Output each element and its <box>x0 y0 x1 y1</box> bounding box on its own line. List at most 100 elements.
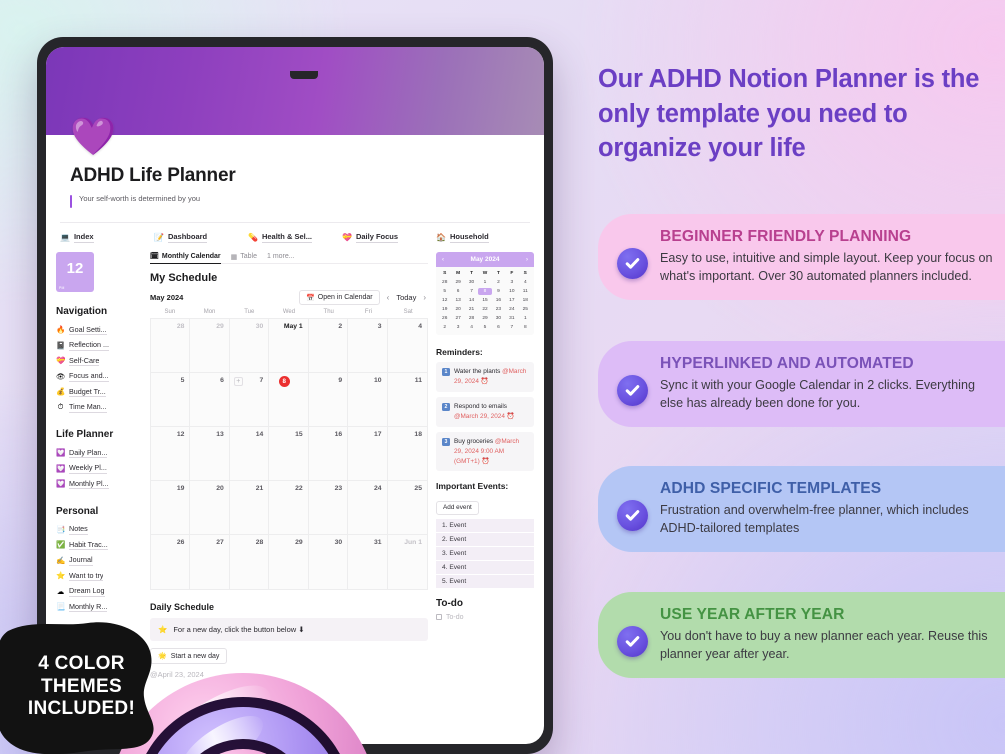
calendar-day-cell[interactable]: 3 <box>348 319 388 373</box>
calendar-day-cell[interactable]: 5 <box>151 373 191 427</box>
calendar-day-cell[interactable]: 23 <box>308 481 349 535</box>
top-link-household[interactable]: 🏠 Household <box>436 232 530 243</box>
mini-calendar-day[interactable]: 7 <box>510 325 514 330</box>
tab-table[interactable]: ▦ Table <box>231 253 257 264</box>
sidebar-item-time-management[interactable]: ⏱ Time Man... <box>56 400 142 416</box>
prev-month-icon[interactable]: ‹ <box>442 256 444 263</box>
calendar-day-cell[interactable]: 12 <box>151 427 191 481</box>
sidebar-item-weekly-planner[interactable]: 💟 Weekly Pl... <box>56 461 142 477</box>
event-row[interactable]: 5. Event <box>436 574 534 589</box>
mini-calendar-day[interactable]: 30 <box>468 280 475 285</box>
mini-calendar-day[interactable]: 19 <box>442 307 448 312</box>
next-month-icon[interactable]: › <box>525 256 528 263</box>
sidebar-item-journal[interactable]: ✍ Journal <box>56 553 142 569</box>
calendar-day-cell[interactable]: 10 <box>348 373 388 427</box>
sidebar-item-monthly-planner[interactable]: 💟 Monthly Pl... <box>56 476 142 492</box>
calendar-day-cell[interactable]: 6 <box>190 373 230 427</box>
reminder-item[interactable]: 3 Buy groceries @March 29, 2024 9:00 AM … <box>436 431 534 472</box>
mini-calendar-day[interactable]: 4 <box>523 280 527 285</box>
calendar-day-cell[interactable]: 27 <box>190 535 230 589</box>
mini-calendar-day[interactable]: 1 <box>523 316 527 321</box>
mini-calendar-day[interactable]: 11 <box>522 289 528 294</box>
mini-calendar-day[interactable]: 4 <box>470 325 473 330</box>
sidebar-item-self-care[interactable]: 💝 Self-Care <box>56 353 142 369</box>
mini-calendar-day[interactable]: 18 <box>522 298 528 303</box>
mini-calendar-day[interactable]: 10 <box>509 289 515 294</box>
calendar-day-cell[interactable]: 26 <box>151 535 191 589</box>
mini-calendar-day[interactable]: 13 <box>455 298 461 303</box>
calendar-day-cell[interactable]: May 1 <box>269 319 309 373</box>
calendar-day-cell[interactable]: 22 <box>269 481 309 535</box>
sidebar-item-goal-setting[interactable]: 🔥 Goal Setti... <box>56 322 142 338</box>
calendar-day-cell[interactable]: 14 <box>229 427 270 481</box>
calendar-day-cell[interactable]: 11 <box>387 373 427 427</box>
open-in-calendar-button[interactable]: 📅 Open in Calendar <box>299 290 380 305</box>
calendar-day-cell[interactable]: 19 <box>151 481 191 535</box>
mini-calendar-day[interactable]: 15 <box>482 298 488 303</box>
mini-calendar-day[interactable]: 8 <box>523 325 527 330</box>
mini-calendar-day[interactable]: 3 <box>510 280 514 285</box>
today-button[interactable]: Today <box>396 293 417 302</box>
calendar-day-cell[interactable]: +7 <box>229 373 270 427</box>
mini-calendar-day[interactable]: 31 <box>509 316 515 321</box>
calendar-day-cell[interactable]: 28 <box>151 319 191 373</box>
mini-calendar-day[interactable]: 28 <box>442 280 448 285</box>
calendar-day-cell[interactable]: 2 <box>308 319 349 373</box>
top-link-health[interactable]: 💊 Health & Sel... <box>248 232 342 243</box>
calendar-day-cell[interactable]: 18 <box>387 427 427 481</box>
calendar-day-cell[interactable]: 13 <box>190 427 230 481</box>
event-row[interactable]: 2. Event <box>436 532 534 547</box>
calendar-day-cell[interactable]: 29 <box>269 535 309 589</box>
mini-calendar-day[interactable]: 1 <box>483 280 487 285</box>
mini-calendar-day[interactable]: 5 <box>443 289 447 294</box>
mini-calendar-day[interactable]: 7 <box>470 289 473 294</box>
calendar-day-cell[interactable]: 4 <box>387 319 427 373</box>
mini-calendar-day[interactable]: 17 <box>509 298 515 303</box>
mini-calendar-day[interactable]: 8 <box>478 288 492 295</box>
calendar-day-cell[interactable]: 20 <box>190 481 230 535</box>
calendar-day-cell[interactable]: 29 <box>190 319 230 373</box>
sidebar-item-budget-tracker[interactable]: 💰 Budget Tr... <box>56 384 142 400</box>
sidebar-item-reflection[interactable]: 📓 Reflection ... <box>56 338 142 354</box>
mini-calendar-day[interactable]: 23 <box>495 307 502 312</box>
next-month-button[interactable]: › <box>423 293 426 302</box>
mini-calendar-day[interactable]: 6 <box>456 289 460 294</box>
checkbox-icon[interactable] <box>436 614 442 621</box>
mini-calendar-day[interactable]: 2 <box>443 325 447 330</box>
calendar-day-cell[interactable]: 15 <box>269 427 309 481</box>
sidebar-item-habit-tracker[interactable]: ✅ Habit Trac... <box>56 537 142 553</box>
event-row[interactable]: 3. Event <box>436 546 534 561</box>
todo-item[interactable]: To-do <box>436 614 534 621</box>
reminder-item[interactable]: 2 Respond to emails @March 29, 2024 ⏰ <box>436 396 534 427</box>
sidebar-item-dream-log[interactable]: ☁ Dream Log <box>56 584 142 600</box>
sidebar-item-monthly-review[interactable]: 📃 Monthly R... <box>56 599 142 615</box>
calendar-day-cell[interactable]: 9 <box>308 373 349 427</box>
mini-calendar-day[interactable]: 24 <box>509 307 515 312</box>
add-event-button[interactable]: Add event <box>436 500 479 515</box>
mini-calendar-day[interactable]: 21 <box>468 307 475 312</box>
mini-calendar-day[interactable]: 16 <box>495 298 502 303</box>
mini-calendar-day[interactable]: 12 <box>442 298 448 303</box>
calendar-day-cell[interactable]: 28 <box>229 535 270 589</box>
calendar-day-cell[interactable]: 16 <box>308 427 349 481</box>
sidebar-item-want-to-try[interactable]: ⭐ Want to try <box>56 568 142 584</box>
event-row[interactable]: 4. Event <box>436 560 534 575</box>
reminder-item[interactable]: 1 Water the plants @March 29, 2024 ⏰ <box>436 362 534 392</box>
calendar-day-cell[interactable]: 25 <box>387 481 427 535</box>
sidebar-item-notes[interactable]: 📑 Notes <box>56 522 142 538</box>
sidebar-item-daily-planner[interactable]: 💟 Daily Plan... <box>56 445 142 461</box>
calendar-day-cell[interactable]: 24 <box>348 481 388 535</box>
calendar-day-cell[interactable]: Jun 1 <box>387 535 427 589</box>
top-link-index[interactable]: 💻 Index <box>60 232 154 243</box>
mini-calendar-day[interactable]: 25 <box>522 307 528 312</box>
mini-calendar-day[interactable]: 6 <box>497 325 500 330</box>
mini-calendar-day[interactable]: 3 <box>456 325 460 330</box>
calendar-day-cell[interactable]: 30 <box>308 535 349 589</box>
add-event-plus-icon[interactable]: + <box>233 377 243 386</box>
mini-calendar-day[interactable]: 14 <box>468 298 475 303</box>
tab-more[interactable]: 1 more... <box>267 253 295 263</box>
mini-calendar-day[interactable]: 5 <box>483 325 487 330</box>
calendar-day-cell[interactable]: 21 <box>229 481 270 535</box>
mini-calendar-day[interactable]: 29 <box>455 280 461 285</box>
mini-calendar-day[interactable]: 20 <box>455 307 461 312</box>
